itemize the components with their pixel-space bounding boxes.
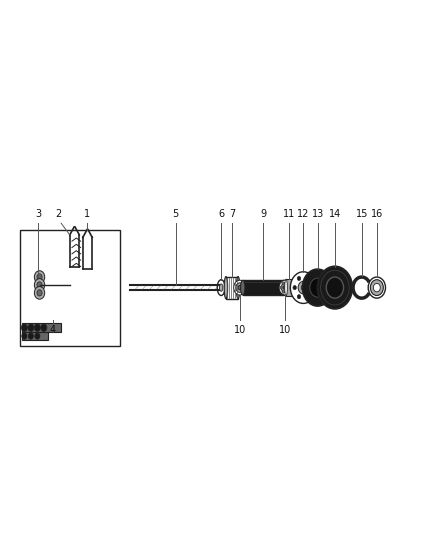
Text: 10: 10 <box>279 325 291 335</box>
Circle shape <box>281 283 289 292</box>
Circle shape <box>28 324 34 332</box>
Circle shape <box>28 333 33 340</box>
Ellipse shape <box>285 279 287 296</box>
Circle shape <box>306 295 309 299</box>
Bar <box>226 277 238 298</box>
Circle shape <box>34 279 45 292</box>
Bar <box>20 230 120 345</box>
Circle shape <box>282 290 285 293</box>
Circle shape <box>236 283 244 292</box>
Circle shape <box>286 290 288 293</box>
Text: 11: 11 <box>283 209 296 219</box>
Ellipse shape <box>292 279 294 296</box>
Text: 16: 16 <box>371 209 383 219</box>
Circle shape <box>286 282 288 285</box>
Circle shape <box>34 271 45 284</box>
Text: 13: 13 <box>311 209 324 219</box>
Circle shape <box>22 333 27 340</box>
Ellipse shape <box>217 280 225 295</box>
Circle shape <box>34 287 45 299</box>
Circle shape <box>35 333 40 340</box>
Text: 10: 10 <box>233 325 246 335</box>
Circle shape <box>21 324 28 332</box>
Ellipse shape <box>240 280 245 295</box>
Circle shape <box>282 282 285 285</box>
Circle shape <box>280 286 283 289</box>
Circle shape <box>238 286 241 290</box>
Circle shape <box>301 285 305 290</box>
Bar <box>243 280 284 295</box>
Bar <box>22 332 48 341</box>
Ellipse shape <box>224 277 228 298</box>
Text: 1: 1 <box>84 209 90 219</box>
Circle shape <box>310 286 314 290</box>
Circle shape <box>37 282 42 288</box>
Ellipse shape <box>219 284 223 292</box>
Bar <box>22 323 61 333</box>
Circle shape <box>297 295 301 299</box>
Bar <box>286 279 293 296</box>
Text: 6: 6 <box>218 209 224 219</box>
Circle shape <box>368 277 385 298</box>
Circle shape <box>279 280 291 295</box>
Text: 7: 7 <box>229 209 235 219</box>
Circle shape <box>321 270 349 305</box>
Text: 12: 12 <box>297 209 310 219</box>
Circle shape <box>41 324 47 332</box>
Circle shape <box>37 290 42 296</box>
Circle shape <box>288 286 290 289</box>
Text: 14: 14 <box>329 209 341 219</box>
Circle shape <box>318 266 352 309</box>
Text: 15: 15 <box>356 209 368 219</box>
Circle shape <box>326 277 343 298</box>
Circle shape <box>297 276 301 280</box>
Circle shape <box>34 324 40 332</box>
Circle shape <box>306 276 309 280</box>
Circle shape <box>373 284 380 292</box>
Circle shape <box>310 278 325 297</box>
Circle shape <box>293 286 297 290</box>
Text: 9: 9 <box>260 209 266 219</box>
Text: 5: 5 <box>173 209 179 219</box>
Text: 2: 2 <box>55 209 61 219</box>
Circle shape <box>290 272 316 303</box>
Circle shape <box>283 286 287 290</box>
Ellipse shape <box>282 280 286 295</box>
Circle shape <box>234 280 246 295</box>
Circle shape <box>371 280 383 295</box>
Ellipse shape <box>236 277 240 298</box>
Text: 4: 4 <box>49 325 56 335</box>
Circle shape <box>37 274 42 280</box>
Circle shape <box>298 281 308 294</box>
Text: 3: 3 <box>35 209 41 219</box>
Circle shape <box>303 269 333 306</box>
